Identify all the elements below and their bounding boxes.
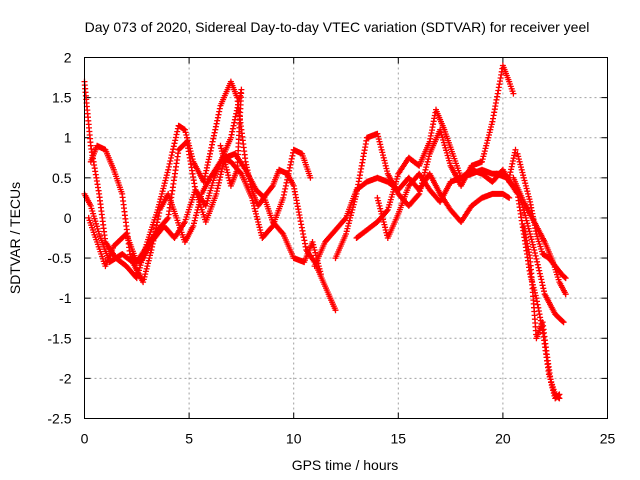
plot-frame	[84, 57, 608, 419]
y-tick-label: -2	[59, 370, 72, 386]
series-sat-c	[85, 138, 314, 270]
series-markers	[514, 150, 569, 282]
x-tick-label: 10	[286, 431, 302, 447]
chart-title: Day 073 of 2020, Sidereal Day-to-day VTE…	[85, 19, 590, 35]
series-sat-d	[87, 142, 324, 278]
x-tick-label: 25	[600, 431, 616, 447]
x-tick-labels: 0 5 10 15 20 25	[81, 431, 616, 447]
series-markers	[510, 174, 569, 298]
y-tick-label: -1.5	[47, 330, 71, 346]
y-tick-label: 2	[64, 50, 72, 66]
series-sat-f	[332, 62, 517, 262]
series-sat-j	[514, 150, 569, 282]
y-tick-label: 0.5	[52, 170, 72, 186]
series-markers	[332, 62, 517, 262]
y-tick-label: 1.5	[52, 90, 72, 106]
y-axis-label: SDTVAR / TECUs	[7, 182, 23, 294]
y-tick-label: 1	[64, 130, 72, 146]
y-tick-label: -0.5	[47, 250, 71, 266]
x-tick-label: 20	[495, 431, 511, 447]
y-tick-label: -2.5	[47, 411, 71, 427]
series-markers	[85, 138, 314, 270]
y-tick-label: -1	[59, 290, 72, 306]
x-tick-label: 5	[185, 431, 193, 447]
series-markers	[87, 142, 324, 278]
series-markers	[520, 223, 563, 402]
x-tick-label: 15	[391, 431, 407, 447]
series-sat-l	[520, 223, 563, 402]
x-tick-label: 0	[81, 431, 89, 447]
y-tick-labels: 2 1.5 1 0.5 0 -0.5 -1 -1.5 -2 -2.5	[47, 50, 71, 427]
x-axis-label: GPS time / hours	[292, 457, 399, 473]
series-sat-k	[510, 174, 569, 298]
data-markers	[81, 62, 569, 402]
y-tick-label: 0	[64, 210, 72, 226]
